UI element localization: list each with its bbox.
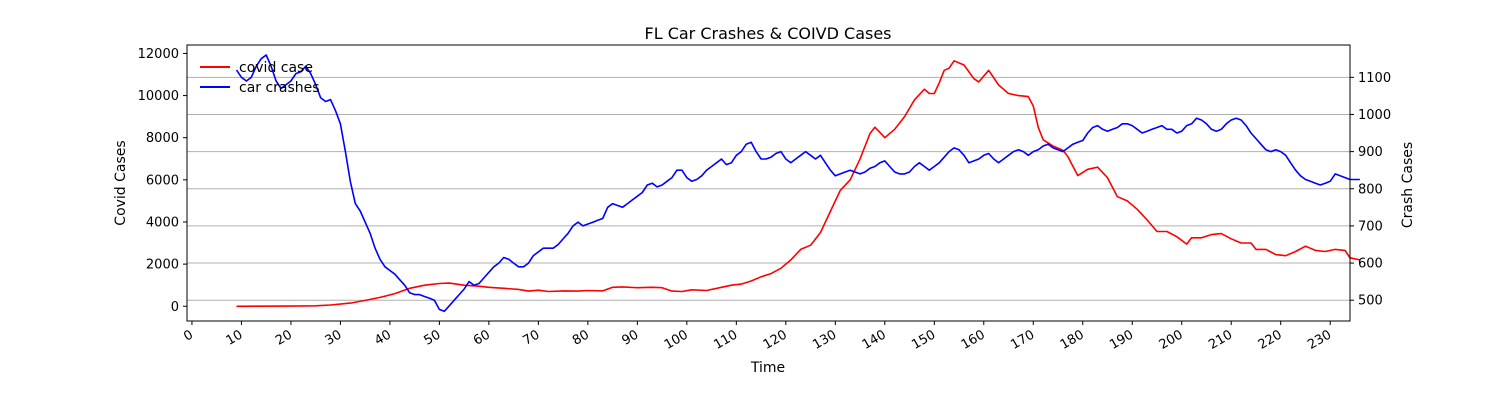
x-tick-label: 120 — [761, 327, 790, 352]
x-tick-label: 130 — [810, 327, 839, 352]
y-right-tick-label: 600 — [1358, 257, 1383, 272]
grid-lines — [187, 76, 1350, 301]
x-tick-label: 50 — [422, 327, 444, 348]
y-left-tick-label: 6000 — [146, 173, 179, 188]
y-axis-left-label: Covid Cases — [113, 140, 129, 225]
x-tick-label: 160 — [959, 327, 988, 352]
x-tick-label: 220 — [1256, 327, 1285, 352]
x-axis: 0 10 20 30 40 50 60 70 80 90 100 110 120 130 140 150 160… — [181, 321, 1334, 353]
x-tick-label: 90 — [620, 327, 642, 348]
y-right-tick-label: 500 — [1358, 294, 1383, 309]
y-axis-left: 0 2000 4000 6000 8000 10000 12000 — [138, 47, 187, 315]
y-right-tick-label: 800 — [1358, 182, 1383, 197]
x-tick-label: 190 — [1107, 327, 1136, 352]
y-left-tick-label: 12000 — [138, 47, 179, 62]
legend-label-car-crashes: car crashes — [239, 80, 320, 96]
x-tick-label: 110 — [711, 327, 740, 352]
y-left-tick-label: 4000 — [146, 215, 179, 230]
x-tick-label: 180 — [1058, 327, 1087, 352]
x-tick-label: 20 — [273, 327, 295, 348]
y-axis-right-label: Crash Cases — [1400, 142, 1416, 228]
series-line-car-crashes — [235, 54, 1360, 313]
y-right-tick-label: 1100 — [1358, 71, 1391, 86]
y-right-tick-label: 1000 — [1358, 108, 1391, 123]
x-tick-label: 170 — [1008, 327, 1037, 352]
legend-label-covid-case: covid case — [239, 60, 313, 76]
y-right-tick-label: 900 — [1358, 145, 1383, 160]
x-tick-label: 80 — [570, 327, 592, 348]
x-tick-label: 230 — [1305, 327, 1334, 352]
series-line-covid-case — [236, 60, 1361, 308]
chart-title: FL Car Crashes & COIVD Cases — [644, 24, 891, 43]
x-tick-label: 150 — [909, 327, 938, 352]
legend: covid case car crashes — [200, 60, 320, 96]
x-tick-label: 70 — [521, 327, 543, 348]
x-tick-label: 140 — [860, 327, 889, 352]
x-tick-label: 40 — [372, 327, 394, 348]
y-left-tick-label: 0 — [171, 300, 179, 315]
x-tick-label: 30 — [323, 327, 345, 348]
y-axis-right: 500 600 700 800 900 1000 1100 — [1350, 71, 1391, 309]
x-tick-label: 0 — [181, 327, 196, 344]
x-tick-label: 210 — [1206, 327, 1235, 352]
plot-area-frame — [186, 44, 1351, 322]
x-tick-label: 60 — [471, 327, 493, 348]
series-lines — [235, 54, 1361, 313]
y-left-tick-label: 8000 — [146, 131, 179, 146]
x-tick-label: 100 — [662, 327, 691, 352]
y-left-tick-label: 2000 — [146, 258, 179, 273]
y-right-tick-label: 700 — [1358, 219, 1383, 234]
x-tick-label: 200 — [1157, 327, 1186, 352]
x-axis-label: Time — [750, 360, 785, 376]
x-tick-label: 10 — [224, 327, 246, 348]
y-left-tick-label: 10000 — [138, 89, 179, 104]
